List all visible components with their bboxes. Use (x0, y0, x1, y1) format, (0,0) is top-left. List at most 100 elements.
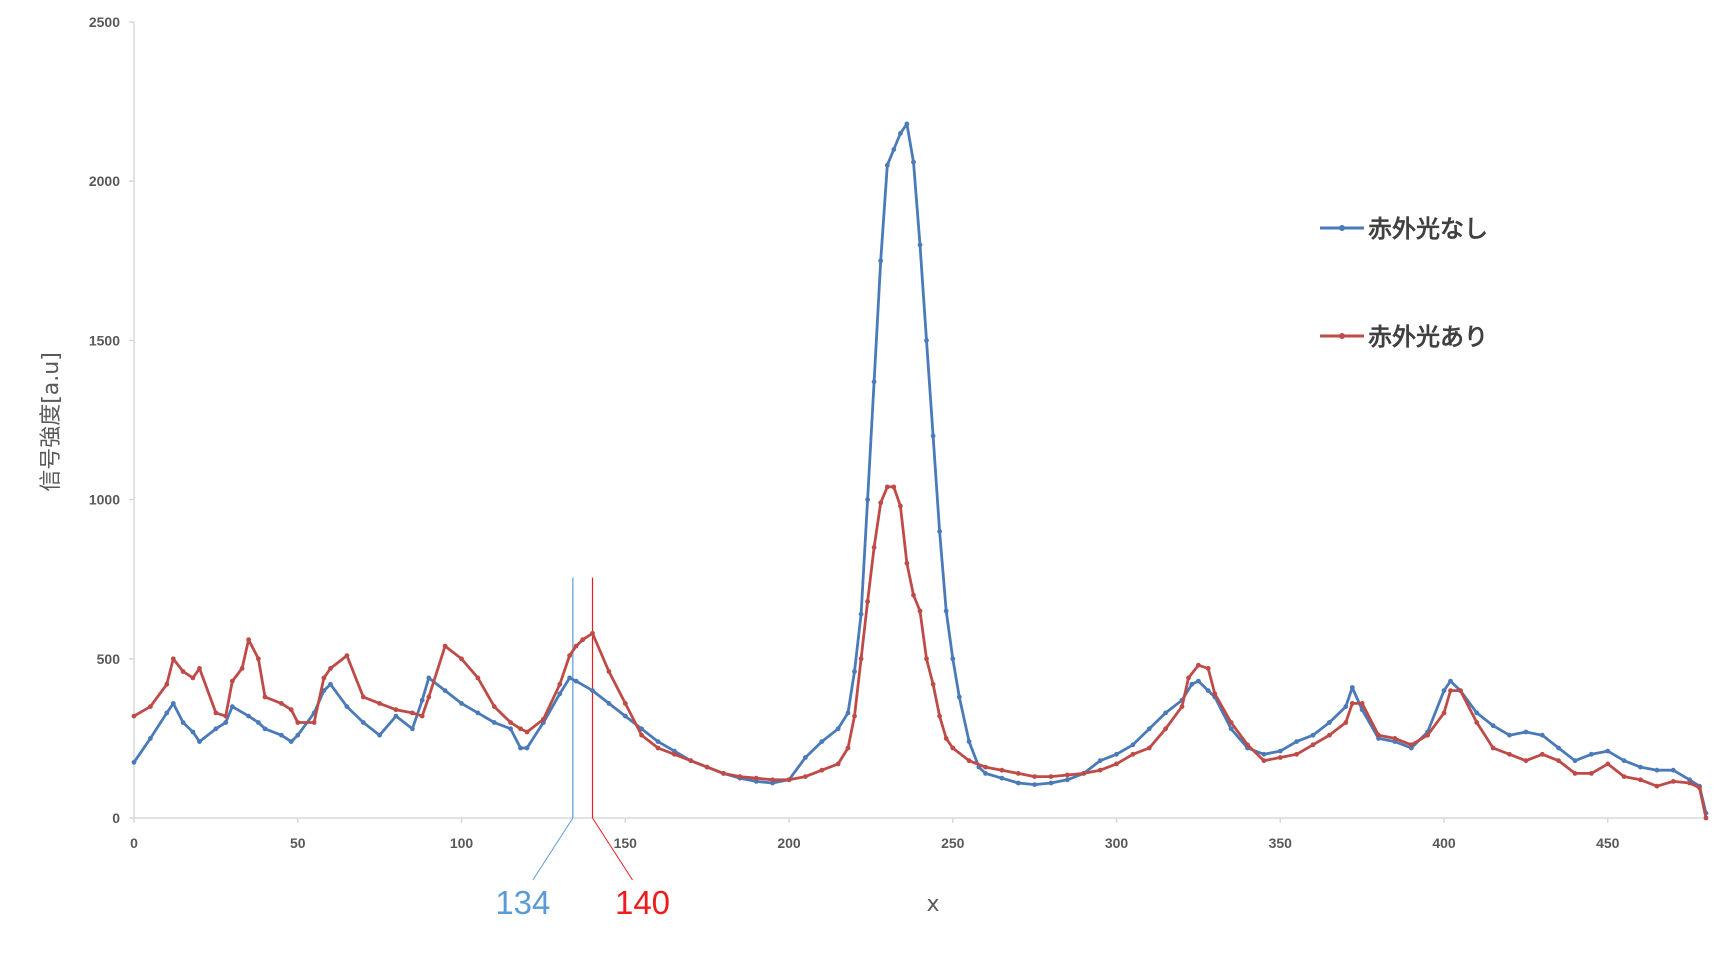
x-tick-label: 250 (941, 835, 965, 851)
data-point (904, 560, 910, 566)
data-point (229, 704, 235, 709)
data-point (262, 726, 268, 732)
data-point (180, 720, 186, 725)
data-point (1343, 704, 1349, 709)
data-point (164, 681, 170, 687)
data-point (1539, 732, 1545, 738)
data-point (1097, 758, 1103, 764)
data-point (197, 666, 202, 671)
data-point (508, 726, 513, 732)
y-axis-title: 信号強度[a.u] (39, 352, 64, 492)
data-point (917, 608, 923, 614)
data-point (1670, 779, 1676, 784)
data-point (999, 775, 1005, 781)
data-point (239, 666, 245, 671)
data-point (1310, 732, 1316, 738)
data-point (475, 675, 481, 681)
data-point (655, 739, 661, 744)
data-point (1327, 732, 1332, 738)
data-point (1425, 732, 1430, 738)
data-point (911, 159, 916, 165)
data-point (1507, 751, 1512, 757)
data-point (1015, 771, 1021, 776)
data-point (524, 729, 530, 735)
data-point (1114, 761, 1119, 767)
data-point (1205, 688, 1211, 693)
data-point (1670, 767, 1676, 773)
data-point (426, 694, 432, 700)
data-point (1212, 691, 1218, 697)
data-point (950, 745, 956, 751)
legend-label-series-1: 赤外光なし (1368, 215, 1488, 243)
x-tick-label: 150 (614, 835, 638, 851)
data-point (377, 701, 382, 706)
x-tick-label: 0 (130, 835, 138, 851)
y-tick-label: 0 (112, 810, 120, 826)
data-point (246, 637, 252, 643)
data-point (1448, 688, 1453, 693)
data-point (852, 669, 857, 674)
data-point (288, 707, 294, 713)
data-point (737, 774, 743, 779)
data-point (655, 745, 661, 751)
data-point (1589, 751, 1594, 757)
data-point (819, 767, 825, 773)
data-point (190, 729, 196, 735)
data-point (803, 774, 808, 779)
data-point (911, 592, 916, 598)
data-point (1621, 774, 1627, 779)
data-point (852, 713, 857, 719)
data-point (858, 656, 864, 662)
data-point (1589, 771, 1594, 776)
data-point (1146, 726, 1152, 732)
data-point (1621, 758, 1627, 764)
data-point (459, 656, 464, 662)
x-tick-label: 350 (1269, 835, 1293, 851)
data-point (518, 745, 523, 751)
data-point (803, 755, 808, 760)
data-point (1130, 742, 1136, 748)
data-point (393, 707, 399, 713)
data-point (223, 720, 229, 725)
data-point (1097, 767, 1103, 773)
data-point (1015, 780, 1021, 786)
data-point (419, 697, 425, 703)
plot-area (131, 121, 1709, 821)
data-point (966, 758, 972, 764)
data-point (1654, 767, 1660, 773)
data-point (871, 545, 877, 550)
data-point (419, 713, 425, 719)
ticks: 0 50 100 150 200 250 300 350 400 450 0 500 1000 1500 2… (89, 14, 1620, 851)
y-tick-label: 1500 (89, 332, 120, 348)
data-point (943, 608, 949, 614)
data-point (1408, 742, 1414, 748)
data-point (924, 338, 929, 343)
data-point (1048, 780, 1054, 786)
x-tick-label: 50 (290, 835, 306, 851)
legend: 赤外光なし 赤外光あり (1320, 215, 1488, 351)
data-point (1349, 685, 1355, 690)
data-point (1277, 755, 1283, 760)
data-point (1048, 774, 1054, 779)
data-point (786, 777, 792, 783)
data-point (871, 379, 877, 385)
data-point (256, 656, 261, 662)
data-point (1163, 726, 1168, 732)
data-point (606, 701, 612, 706)
data-point (148, 736, 153, 741)
marker-label-140: 140 (615, 884, 670, 921)
y-tick-label: 2000 (89, 173, 120, 189)
data-point (295, 720, 301, 725)
data-point (170, 656, 176, 662)
data-point (344, 704, 350, 709)
marker-label-134: 134 (495, 884, 550, 921)
data-point (956, 694, 962, 700)
legend-marker-series-1 (1339, 225, 1345, 231)
data-point (1490, 745, 1496, 751)
data-point (508, 720, 513, 725)
data-point (950, 656, 956, 662)
data-point (1114, 751, 1119, 757)
data-point (1458, 688, 1463, 693)
data-point (360, 720, 366, 725)
data-point (1294, 739, 1299, 744)
